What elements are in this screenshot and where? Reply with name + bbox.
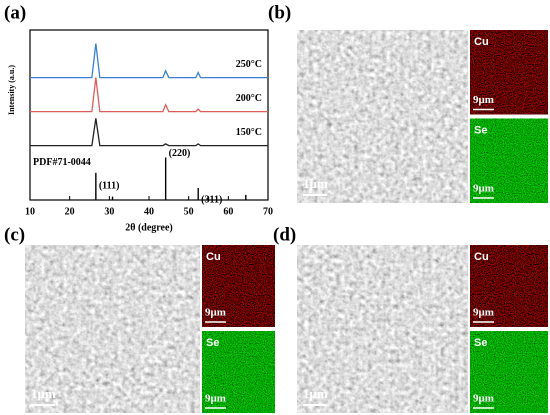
map-scale-label: 9μm [205,307,226,319]
element-label: Cu [474,36,489,48]
map-scale-label: 9μm [473,94,494,106]
panel-label: (d) [273,224,296,245]
element-label: Se [474,124,487,136]
eds-map [470,245,548,327]
sem-image [25,245,200,413]
sem-image [297,245,468,413]
eds-map [470,118,548,203]
eds-map [470,30,548,115]
series-label: 250°C [236,59,262,70]
scale-bar-label: 1μm [31,386,56,401]
scale-bar-label: 1μm [303,176,328,191]
xrd-curve [30,118,268,147]
x-tick-label: 40 [144,206,154,217]
plot-frame [29,29,269,201]
xrd-curve [30,77,268,113]
element-label: Cu [474,251,489,263]
element-label: Se [474,337,487,349]
panel-label: (a) [4,2,26,23]
x-axis-label: 2θ (degree) [125,222,173,233]
map-scale-label: 9μm [473,307,494,319]
eds-map [202,331,275,413]
map-scale-label: 9μm [205,393,226,405]
y-axis-label: Intensity (a.u.) [7,65,16,115]
element-label: Se [206,337,219,349]
xrd-curve [30,43,268,79]
map-scale-label: 9μm [473,393,494,405]
peak-label: (220) [169,148,191,159]
peak-label: (311) [201,194,222,205]
series-label: 200°C [236,93,262,104]
reference-label: PDF#71-0044 [33,157,91,168]
scale-bar-label: 1μm [303,386,328,401]
panel-label: (c) [4,224,25,245]
series-label: 150°C [236,127,262,138]
peak-label: (111) [99,181,120,192]
x-tick-label: 70 [263,206,273,217]
x-tick-label: 60 [223,206,233,217]
sem-image [297,30,468,203]
eds-map [202,245,275,327]
x-tick-label: 10 [25,206,35,217]
element-label: Cu [206,251,221,263]
map-scale-label: 9μm [473,183,494,195]
x-tick-label: 50 [184,206,194,217]
eds-map [470,331,548,413]
x-tick-label: 30 [104,206,114,217]
panel-label: (b) [268,2,291,23]
x-tick-label: 20 [65,206,75,217]
